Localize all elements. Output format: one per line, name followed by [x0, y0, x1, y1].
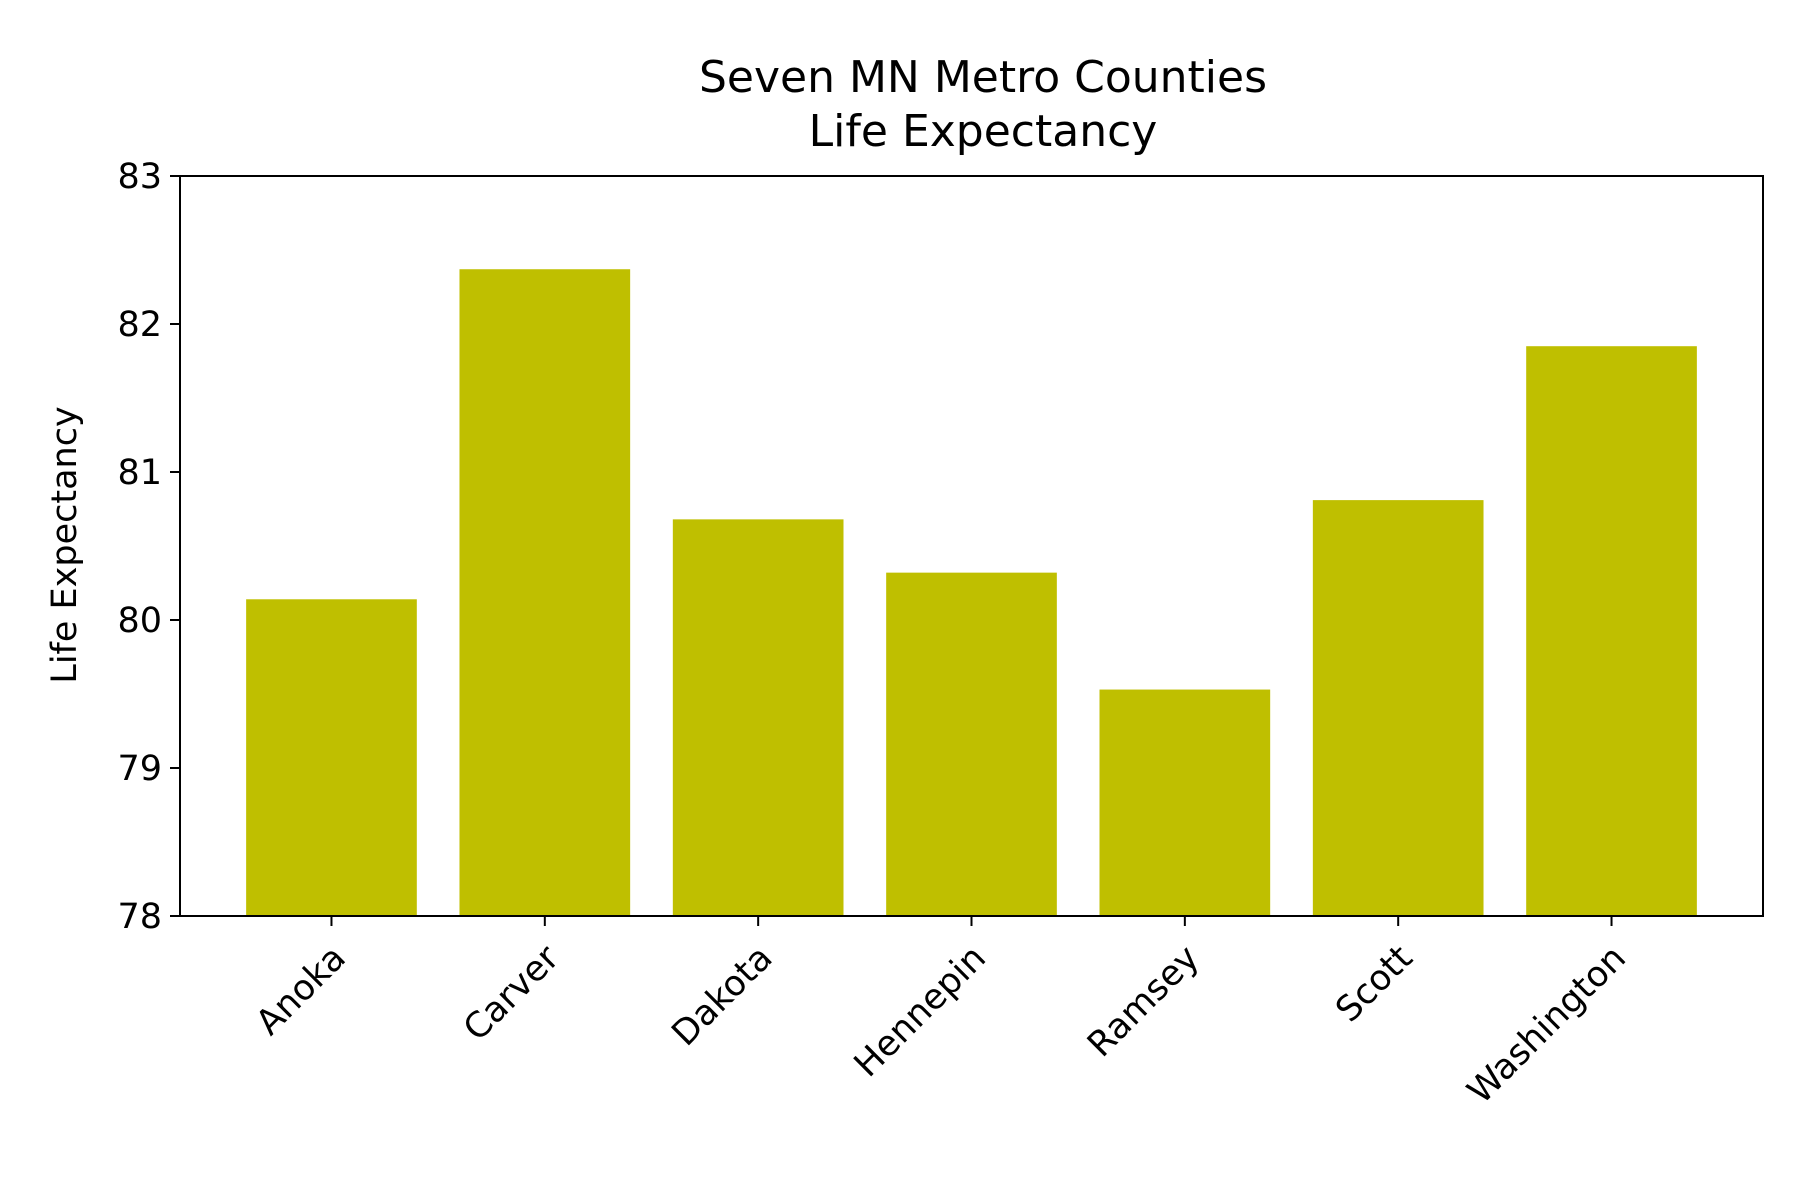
bar-washington	[1526, 346, 1697, 916]
x-tick-label: Ramsey	[1080, 938, 1207, 1065]
y-tick-label: 83	[117, 157, 162, 197]
x-tick-label: Scott	[1328, 938, 1420, 1030]
bar-dakota	[672, 519, 844, 916]
y-tick-label: 82	[117, 305, 162, 345]
bars-layer	[246, 269, 1697, 916]
x-tick-label: Carver	[456, 938, 567, 1049]
chart-title: Seven MN Metro Counties	[699, 52, 1267, 103]
y-tick-label: 80	[117, 601, 162, 641]
bar-anoka	[246, 599, 417, 916]
x-tick-label: Dakota	[665, 938, 781, 1054]
chart-subtitle: Life Expectancy	[809, 106, 1158, 157]
bar-scott	[1312, 500, 1484, 916]
bar-carver	[459, 269, 631, 916]
y-tick-label: 81	[117, 453, 162, 493]
x-tick-label: Anoka	[249, 938, 354, 1043]
x-tick-label: Hennepin	[847, 938, 994, 1085]
x-tick-label: Washington	[1460, 938, 1634, 1112]
bar-ramsey	[1099, 689, 1271, 916]
y-axis-label: Life Expectancy	[45, 406, 85, 683]
bar-hennepin	[886, 572, 1057, 916]
y-tick-label: 79	[117, 749, 162, 789]
y-tick-label: 78	[117, 897, 162, 937]
